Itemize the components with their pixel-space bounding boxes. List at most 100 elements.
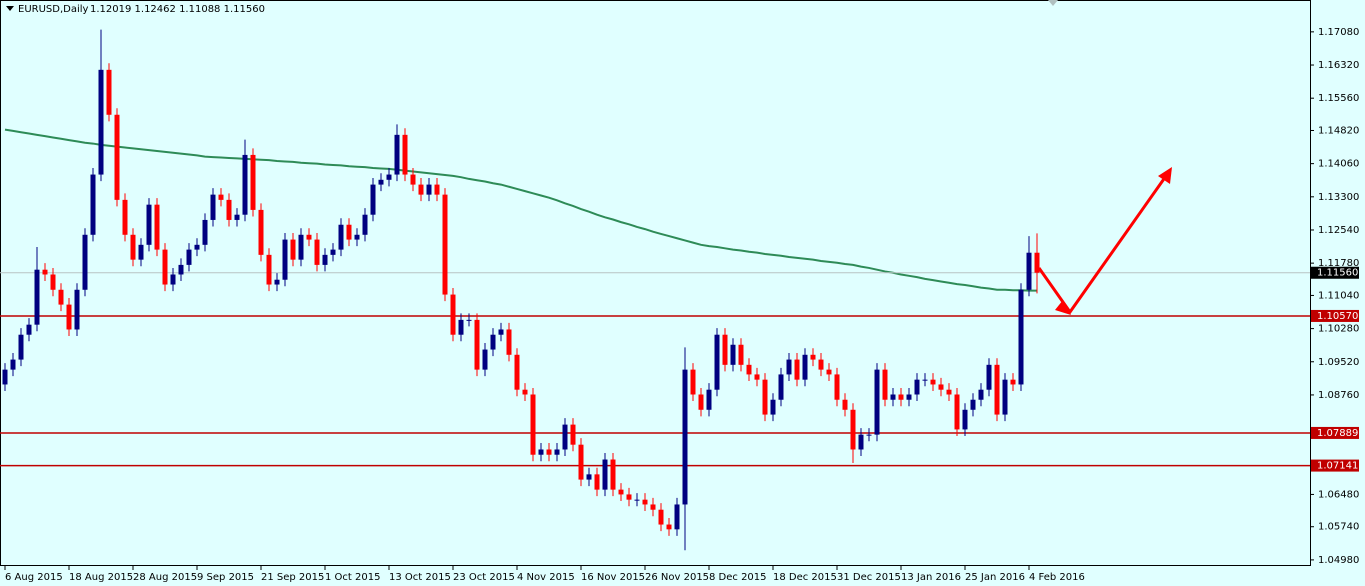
candle-body	[362, 214, 368, 235]
candle-body	[314, 239, 320, 265]
x-tick-label: 23 Oct 2015	[453, 572, 515, 583]
candle-body	[746, 364, 752, 375]
candle-body	[946, 389, 952, 395]
candle-body	[170, 274, 176, 285]
candle-body	[706, 389, 712, 410]
candle-body	[850, 409, 856, 450]
y-tick-label: 1.10280	[1318, 324, 1359, 335]
candle-body	[514, 354, 520, 390]
candle-body	[866, 434, 872, 436]
candle-body	[906, 394, 912, 400]
candle-body	[490, 334, 496, 350]
arrow-head	[1158, 167, 1172, 184]
candle-body	[610, 459, 616, 490]
candle-body	[714, 334, 720, 390]
candle-body	[962, 409, 968, 430]
candle-body	[434, 184, 440, 195]
candle-body	[738, 344, 744, 365]
ohlc-header: 1.12019 1.12462 1.11088 1.11560	[90, 4, 265, 15]
candle-body	[754, 374, 760, 380]
candle-body	[306, 234, 312, 240]
candle-body	[674, 504, 680, 530]
symbol-title: EURUSD,Daily	[18, 4, 89, 15]
y-tick-label: 1.13300	[1318, 192, 1359, 203]
candle-body	[66, 304, 72, 330]
candle-body	[626, 494, 632, 500]
y-tick-label: 1.11040	[1318, 290, 1359, 301]
x-tick-label: 1 Oct 2015	[325, 572, 380, 583]
candle-body	[986, 364, 992, 390]
x-tick-label: 13 Jan 2016	[901, 572, 961, 583]
candle-body	[370, 184, 376, 215]
candle-body	[730, 344, 736, 365]
candle-body	[354, 234, 360, 240]
level-label: 1.07889	[1317, 428, 1358, 439]
shift-marker	[1048, 0, 1058, 6]
y-tick-label: 1.15560	[1318, 93, 1359, 104]
level-badge	[1311, 426, 1359, 439]
candle-body	[634, 499, 640, 501]
candle-body	[194, 244, 200, 250]
x-tick-label: 4 Feb 2016	[1029, 572, 1085, 583]
candle-body	[298, 234, 304, 260]
candle-body	[930, 379, 936, 385]
x-tick-label: 8 Dec 2015	[709, 572, 767, 583]
candle-body	[1034, 252, 1040, 273]
y-tick-label: 1.14060	[1318, 159, 1359, 170]
x-tick-label: 31 Dec 2015	[837, 572, 901, 583]
candle-body	[938, 384, 944, 390]
x-tick-label: 26 Nov 2015	[645, 572, 709, 583]
candle-body	[26, 324, 32, 335]
x-tick-label: 13 Oct 2015	[389, 572, 451, 583]
current-price-label: 1.11560	[1317, 268, 1358, 279]
candle-body	[394, 134, 400, 175]
x-tick-label: 21 Sep 2015	[261, 572, 324, 583]
candle-body	[810, 354, 816, 360]
candle-body	[226, 199, 232, 220]
x-tick-label: 6 Aug 2015	[5, 572, 63, 583]
candle-body	[42, 269, 48, 275]
candle-body	[402, 134, 408, 175]
candle-body	[18, 334, 24, 360]
candle-body	[1002, 379, 1008, 415]
candle-body	[914, 379, 920, 395]
candle-body	[586, 474, 592, 480]
candle-body	[970, 399, 976, 410]
candle-body	[562, 424, 568, 450]
candle-body	[722, 334, 728, 365]
y-tick-label: 1.17080	[1318, 27, 1359, 38]
x-tick-label: 16 Nov 2015	[581, 572, 645, 583]
candle-body	[450, 294, 456, 335]
candle-body	[618, 489, 624, 495]
x-tick-label: 18 Dec 2015	[773, 572, 837, 583]
candle-body	[210, 194, 216, 220]
menu-icon	[6, 6, 14, 11]
candle-body	[146, 204, 152, 245]
candle-body	[290, 239, 296, 260]
candle-body	[322, 254, 328, 265]
candle-body	[922, 379, 928, 381]
candle-body	[162, 249, 168, 285]
level-label: 1.07141	[1317, 461, 1358, 472]
candle-body	[458, 319, 464, 335]
candle-body	[34, 269, 40, 325]
candle-body	[818, 359, 824, 370]
y-tick-label: 1.16320	[1318, 60, 1359, 71]
y-tick-label: 1.08760	[1318, 390, 1359, 401]
x-tick-label: 25 Jan 2016	[965, 572, 1025, 583]
candle-body	[74, 289, 80, 330]
candle-body	[474, 319, 480, 370]
candle-body	[874, 369, 880, 435]
candle-body	[794, 359, 800, 380]
candle-body	[642, 499, 648, 505]
candle-body	[202, 219, 208, 245]
x-tick-label: 4 Nov 2015	[517, 572, 575, 583]
candle-body	[250, 154, 256, 210]
candle-body	[418, 184, 424, 195]
candle-body	[154, 204, 160, 250]
candle-body	[410, 174, 416, 185]
candle-body	[650, 504, 656, 510]
candle-body	[770, 399, 776, 415]
candle-body	[346, 224, 352, 240]
